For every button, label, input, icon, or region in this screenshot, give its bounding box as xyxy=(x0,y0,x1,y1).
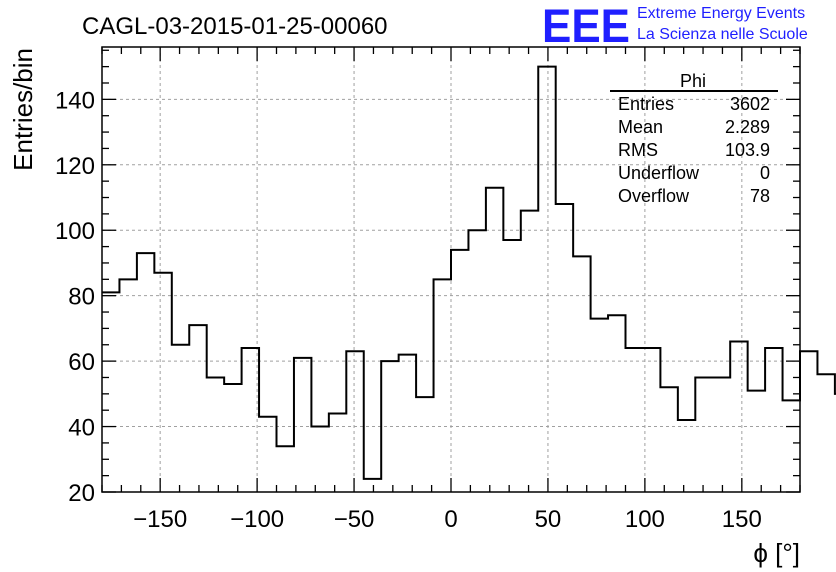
stats-row-label: Overflow xyxy=(618,186,690,206)
stats-row-value: 2.289 xyxy=(725,117,770,137)
stats-row-value: 0 xyxy=(760,163,770,183)
x-tick-label: 0 xyxy=(444,506,457,533)
chart-title: CAGL-03-2015-01-25-00060 xyxy=(82,13,388,40)
histogram-line xyxy=(102,65,836,480)
stats-rows: Entries 3602 Mean 2.289 RMS 103.9 Underflow 0 Ov… xyxy=(618,94,770,206)
x-tick-label: 150 xyxy=(722,506,762,533)
y-tick-label: 140 xyxy=(55,87,95,114)
y-tick-label: 40 xyxy=(68,415,95,442)
y-tick-label: 100 xyxy=(55,218,95,245)
y-tick-label: 120 xyxy=(55,153,95,180)
y-tick-label: 80 xyxy=(68,284,95,311)
y-axis-label: Entries/bin xyxy=(8,48,38,171)
stats-row-label: RMS xyxy=(618,140,658,160)
stats-row-label: Underflow xyxy=(618,163,700,183)
y-tick-labels: 20 40 60 80 100 120 140 xyxy=(55,87,95,507)
x-tick-label: 50 xyxy=(535,506,562,533)
x-tick-label: −150 xyxy=(133,506,187,533)
stats-box: Phi Entries 3602 Mean 2.289 RMS 103.9 Underflo… xyxy=(610,71,778,206)
x-tick-label: 100 xyxy=(625,506,665,533)
y-tick-label: 60 xyxy=(68,349,95,376)
axis-ticks xyxy=(101,47,801,493)
eee-logo-mark: EEE xyxy=(542,0,630,52)
stats-row-value: 103.9 xyxy=(725,140,770,160)
y-tick-label: 20 xyxy=(68,480,95,507)
x-tick-labels: −150 −100 −50 0 50 100 150 xyxy=(133,506,762,533)
stats-row-value: 78 xyxy=(750,186,770,206)
stats-row-value: 3602 xyxy=(730,94,770,114)
stats-row-label: Mean xyxy=(618,117,663,137)
eee-logo: EEE Extreme Energy Events La Scienza nel… xyxy=(542,0,808,52)
x-tick-label: −50 xyxy=(334,506,375,533)
stats-row-label: Entries xyxy=(618,94,674,114)
x-axis-label: ϕ [°] xyxy=(753,538,800,568)
logo-line-2: La Scienza nelle Scuole xyxy=(637,26,808,43)
logo-line-1: Extreme Energy Events xyxy=(637,5,805,22)
stats-title: Phi xyxy=(680,71,706,91)
x-tick-label: −100 xyxy=(230,506,284,533)
